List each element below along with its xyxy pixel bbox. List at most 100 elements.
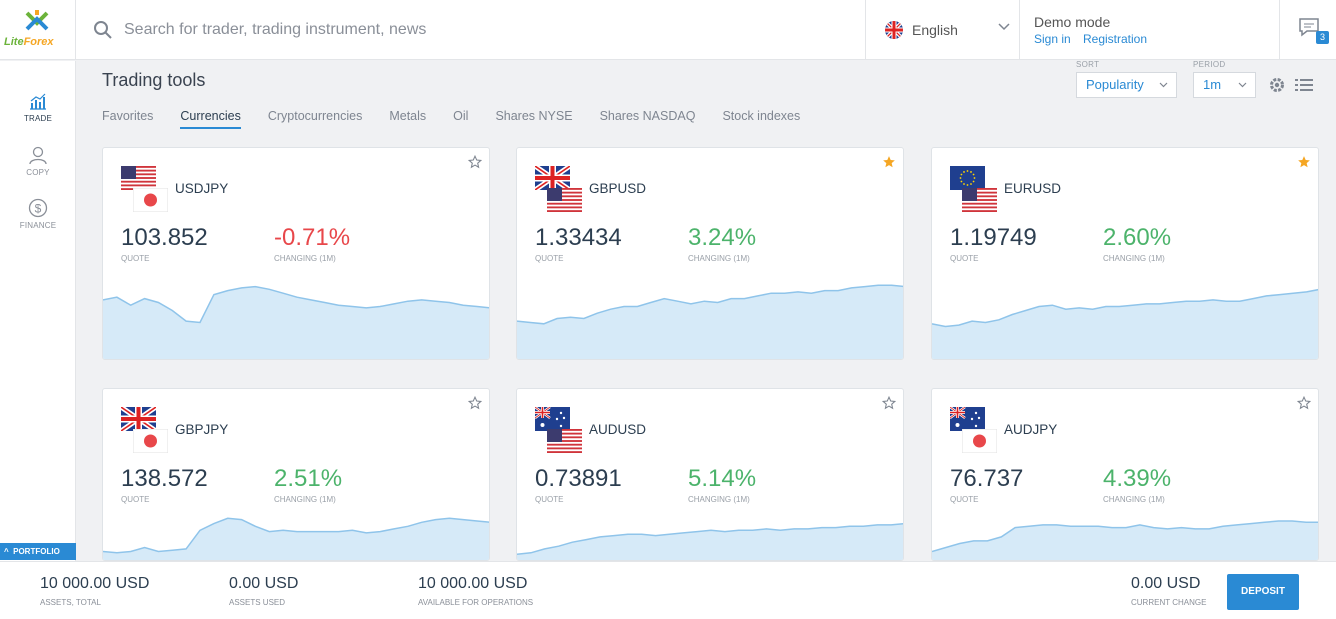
current-change-value: 0.00 USD xyxy=(1131,575,1201,592)
sidebar-item-trade[interactable]: TRADE xyxy=(0,93,76,123)
gb-flag-icon xyxy=(535,166,570,190)
tab-favorites[interactable]: Favorites xyxy=(102,109,154,123)
jp-flag-icon xyxy=(133,188,168,212)
price-sparkline-chart xyxy=(103,517,489,560)
search-input[interactable] xyxy=(124,18,824,42)
sparkline-line xyxy=(517,284,903,325)
sparkline-area xyxy=(517,523,903,560)
sidebar-item-label: FINANCE xyxy=(19,221,57,230)
au-flag-icon xyxy=(950,407,985,431)
assets-used-value: 0.00 USD xyxy=(229,575,299,592)
instrument-card-audusd[interactable]: AUDUSD 0.73891 QUOTE 5.14% CHANGING (1M) xyxy=(516,388,904,561)
us-flag-icon xyxy=(547,188,582,212)
change-value: 4.39% xyxy=(1103,465,1172,492)
page-title: Trading tools xyxy=(102,70,206,90)
sort-label: SORT xyxy=(1076,60,1100,69)
sparkline-line xyxy=(103,285,489,324)
instrument-symbol: USDJPY xyxy=(175,181,229,196)
sign-in-link[interactable]: Sign in xyxy=(1034,32,1071,46)
period-select[interactable]: 1m xyxy=(1193,72,1256,98)
instrument-card-usdjpy[interactable]: USDJPY 103.852 QUOTE -0.71% CHANGING (1M) xyxy=(102,147,490,360)
sidebar-item-label: TRADE xyxy=(23,114,53,123)
instrument-card-gbpjpy[interactable]: GBPJPY 138.572 QUOTE 2.51% CHANGING (1M) xyxy=(102,388,490,561)
price-sparkline-chart xyxy=(517,284,903,359)
favorite-star-icon[interactable] xyxy=(1297,155,1311,169)
assets-used-label: ASSETS USED xyxy=(229,598,286,607)
account-panel: Demo mode Sign in Registration xyxy=(1021,0,1280,60)
language-selector[interactable]: English xyxy=(867,0,1020,60)
uk-flag-icon xyxy=(885,21,903,39)
messages-count-badge: 3 xyxy=(1316,31,1329,44)
eu-flag-icon xyxy=(950,166,985,190)
tab-stock-indexes[interactable]: Stock indexes xyxy=(722,109,801,123)
quote-label: QUOTE xyxy=(121,495,150,504)
change-value: 5.14% xyxy=(688,465,757,492)
assets-total-label: ASSETS, TOTAL xyxy=(40,598,101,607)
favorite-star-icon[interactable] xyxy=(468,396,482,410)
change-label: CHANGING (1M) xyxy=(274,495,336,504)
list-view-icon[interactable] xyxy=(1295,78,1313,92)
instrument-card-eurusd[interactable]: EURUSD 1.19749 QUOTE 2.60% CHANGING (1M) xyxy=(931,147,1319,360)
sparkline-line xyxy=(932,288,1318,328)
favorite-star-icon[interactable] xyxy=(468,155,482,169)
quote-label: QUOTE xyxy=(535,495,564,504)
sparkline-line xyxy=(103,517,489,554)
quote-value: 0.73891 xyxy=(535,465,622,492)
messages-button[interactable]: 3 xyxy=(1281,0,1336,60)
change-label: CHANGING (1M) xyxy=(274,254,336,263)
sparkline-line xyxy=(932,520,1318,553)
portfolio-toggle[interactable]: ^ PORTFOLIO xyxy=(0,543,76,560)
favorite-star-icon[interactable] xyxy=(882,155,896,169)
favorite-star-icon[interactable] xyxy=(1297,396,1311,410)
person-icon xyxy=(29,146,47,165)
instrument-symbol: GBPJPY xyxy=(175,422,229,437)
chart-icon xyxy=(30,93,46,110)
logo-mark-icon xyxy=(25,10,49,31)
sidebar-item-finance[interactable]: $ FINANCE xyxy=(0,198,76,230)
sparkline-area xyxy=(932,289,1318,359)
tab-currencies[interactable]: Currencies xyxy=(180,109,241,129)
gb-flag-icon xyxy=(121,407,156,431)
quote-label: QUOTE xyxy=(535,254,564,263)
quote-value: 1.19749 xyxy=(950,224,1037,251)
instrument-card-audjpy[interactable]: AUDJPY 76.737 QUOTE 4.39% CHANGING (1M) xyxy=(931,388,1319,561)
instrument-card-gbpusd[interactable]: GBPUSD 1.33434 QUOTE 3.24% CHANGING (1M) xyxy=(516,147,904,360)
sort-select[interactable]: Popularity xyxy=(1076,72,1177,98)
quote-value: 103.852 xyxy=(121,224,208,251)
quote-value: 138.572 xyxy=(121,465,208,492)
current-change-label: CURRENT CHANGE xyxy=(1131,598,1207,607)
tab-oil[interactable]: Oil xyxy=(453,109,469,123)
tab-metals[interactable]: Metals xyxy=(389,109,427,123)
period-label: PERIOD xyxy=(1193,60,1226,69)
price-sparkline-chart xyxy=(103,285,489,359)
sidebar-item-label: COPY xyxy=(26,168,50,177)
price-sparkline-chart xyxy=(932,288,1318,359)
sparkline-area xyxy=(932,521,1318,560)
instrument-symbol: AUDJPY xyxy=(1004,422,1058,437)
chat-icon xyxy=(1299,18,1319,37)
available-value: 10 000.00 USD xyxy=(418,575,528,592)
language-label: English xyxy=(912,22,958,38)
tab-cryptocurrencies[interactable]: Cryptocurrencies xyxy=(267,109,363,123)
portfolio-label: PORTFOLIO xyxy=(13,547,60,556)
instrument-symbol: EURUSD xyxy=(1004,181,1062,196)
available-label: AVAILABLE FOR OPERATIONS xyxy=(418,598,534,607)
change-label: CHANGING (1M) xyxy=(688,254,750,263)
quote-label: QUOTE xyxy=(121,254,150,263)
gear-icon[interactable] xyxy=(1268,76,1286,94)
change-value: 3.24% xyxy=(688,224,757,251)
instrument-tabs: Favorites Currencies Cryptocurrencies Me… xyxy=(102,109,827,129)
tab-shares-nyse[interactable]: Shares NYSE xyxy=(495,109,573,123)
favorite-star-icon[interactable] xyxy=(882,396,896,410)
deposit-button[interactable]: DEPOSIT xyxy=(1227,574,1299,610)
sidebar-item-copy[interactable]: COPY xyxy=(0,145,76,177)
logo[interactable]: LiteForex xyxy=(0,0,76,60)
chevron-up-icon: ^ xyxy=(4,547,9,556)
sparkline-area xyxy=(517,285,903,359)
top-bar: LiteForex English Demo mode Sign in Regi… xyxy=(0,0,1336,60)
currency-flags xyxy=(535,407,583,453)
instrument-symbol: GBPUSD xyxy=(589,181,647,196)
registration-link[interactable]: Registration xyxy=(1083,32,1148,46)
sparkline-area xyxy=(103,518,489,560)
tab-shares-nasdaq[interactable]: Shares NASDAQ xyxy=(599,109,696,123)
